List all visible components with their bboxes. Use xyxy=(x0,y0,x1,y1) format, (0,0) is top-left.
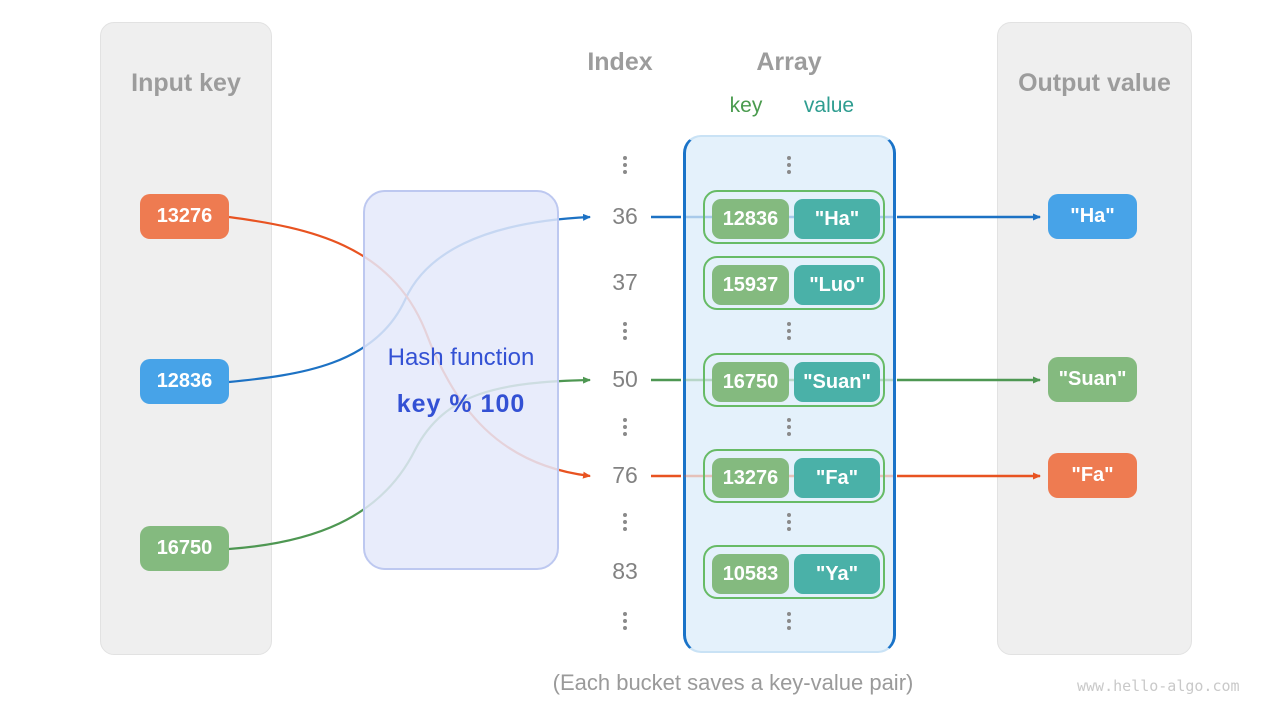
index-ellipsis xyxy=(623,513,627,531)
index-number-83: 83 xyxy=(612,558,638,584)
input-key-12836: 12836 xyxy=(140,359,229,404)
dot xyxy=(623,425,627,429)
bucket-key: 16750 xyxy=(712,362,789,402)
index-number-37: 37 xyxy=(612,269,638,295)
dot xyxy=(623,432,627,436)
input-key-16750: 16750 xyxy=(140,526,229,571)
output-value-Suan: "Suan" xyxy=(1048,357,1137,402)
dot xyxy=(623,527,627,531)
dot xyxy=(787,336,791,340)
index-number-50: 50 xyxy=(612,366,638,392)
index-column-header: Index xyxy=(587,48,653,76)
dot xyxy=(787,619,791,623)
dot xyxy=(623,322,627,326)
dot xyxy=(787,626,791,630)
array-column-header: Array xyxy=(756,48,822,76)
dot xyxy=(787,527,791,531)
dot xyxy=(787,418,791,422)
dot xyxy=(623,626,627,630)
index-ellipsis xyxy=(623,322,627,340)
dot xyxy=(787,612,791,616)
index-number-36: 36 xyxy=(612,203,638,229)
dot xyxy=(623,418,627,422)
dot xyxy=(623,163,627,167)
index-ellipsis xyxy=(623,156,627,174)
dot xyxy=(787,322,791,326)
dot xyxy=(623,336,627,340)
dot xyxy=(787,520,791,524)
array-ellipsis xyxy=(787,418,791,436)
output-value-panel: Output value xyxy=(997,22,1192,655)
hash-function-formula: key % 100 xyxy=(396,390,526,418)
dot xyxy=(787,163,791,167)
dot xyxy=(623,156,627,160)
dot xyxy=(623,170,627,174)
dot xyxy=(623,619,627,623)
output-value-Ha: "Ha" xyxy=(1048,194,1137,239)
bucket-key: 10583 xyxy=(712,554,789,594)
hash-function-title: Hash function xyxy=(387,344,535,371)
array-ellipsis xyxy=(787,513,791,531)
array-ellipsis xyxy=(787,156,791,174)
bucket-key: 12836 xyxy=(712,199,789,239)
bucket-value: "Fa" xyxy=(794,458,880,498)
bucket-pair-index-50: 16750 "Suan" xyxy=(703,353,885,407)
bucket-value: "Ya" xyxy=(794,554,880,594)
diagram-caption: (Each bucket saves a key-value pair) xyxy=(552,670,914,695)
bucket-value: "Suan" xyxy=(794,362,880,402)
key-column-label: key xyxy=(729,94,763,117)
value-column-label: value xyxy=(803,94,855,117)
output-value-Fa: "Fa" xyxy=(1048,453,1137,498)
index-number-76: 76 xyxy=(612,462,638,488)
bucket-key: 15937 xyxy=(712,265,789,305)
index-ellipsis xyxy=(623,418,627,436)
dot xyxy=(623,329,627,333)
bucket-value: "Luo" xyxy=(794,265,880,305)
dot xyxy=(787,329,791,333)
site-watermark: www.hello-algo.com xyxy=(1077,677,1240,695)
dot xyxy=(623,513,627,517)
bucket-value: "Ha" xyxy=(794,199,880,239)
bucket-key: 13276 xyxy=(712,458,789,498)
index-ellipsis xyxy=(623,612,627,630)
dot xyxy=(623,520,627,524)
dot xyxy=(787,156,791,160)
dot xyxy=(787,425,791,429)
output-value-title: Output value xyxy=(1018,69,1171,97)
dot xyxy=(787,432,791,436)
dot xyxy=(623,612,627,616)
hash-function-box: Hash function key % 100 xyxy=(363,190,559,570)
bucket-pair-index-36: 12836 "Ha" xyxy=(703,190,885,244)
input-key-title: Input key xyxy=(131,69,241,97)
bucket-pair-index-83: 10583 "Ya" xyxy=(703,545,885,599)
array-ellipsis xyxy=(787,612,791,630)
dot xyxy=(787,170,791,174)
bucket-pair-index-76: 13276 "Fa" xyxy=(703,449,885,503)
dot xyxy=(787,513,791,517)
bucket-pair-index-37: 15937 "Luo" xyxy=(703,256,885,310)
array-ellipsis xyxy=(787,322,791,340)
input-key-13276: 13276 xyxy=(140,194,229,239)
